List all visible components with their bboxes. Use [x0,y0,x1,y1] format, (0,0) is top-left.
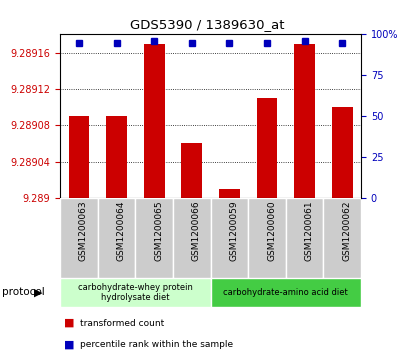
Text: carbohydrate-whey protein
hydrolysate diet: carbohydrate-whey protein hydrolysate di… [78,282,193,302]
Bar [248,198,286,278]
Bar [144,44,164,198]
Text: ■: ■ [64,318,75,328]
Bar [211,198,248,278]
Text: ▶: ▶ [34,287,43,297]
Bar [181,143,202,198]
Text: GSM1200062: GSM1200062 [342,200,351,261]
Bar [323,198,361,278]
Text: GDS5390 / 1389630_at: GDS5390 / 1389630_at [130,18,285,31]
Bar [68,116,89,198]
Text: carbohydrate-amino acid diet: carbohydrate-amino acid diet [223,288,348,297]
Text: GSM1200066: GSM1200066 [192,200,201,261]
Text: GSM1200064: GSM1200064 [117,200,126,261]
Bar [98,198,135,278]
Text: ■: ■ [64,340,75,350]
Text: GSM1200065: GSM1200065 [154,200,163,261]
Text: GSM1200063: GSM1200063 [79,200,88,261]
Bar [219,189,240,198]
Bar [60,198,98,278]
Bar [211,278,361,307]
Text: protocol: protocol [2,287,45,297]
Text: GSM1200059: GSM1200059 [229,200,238,261]
Text: GSM1200061: GSM1200061 [305,200,314,261]
Text: GSM1200060: GSM1200060 [267,200,276,261]
Bar [286,198,323,278]
Bar [257,98,277,198]
Bar [106,116,127,198]
Bar [60,278,211,307]
Bar [173,198,210,278]
Bar [332,107,353,198]
Bar [135,198,173,278]
Bar [294,44,315,198]
Text: transformed count: transformed count [80,319,164,327]
Text: percentile rank within the sample: percentile rank within the sample [80,340,233,349]
